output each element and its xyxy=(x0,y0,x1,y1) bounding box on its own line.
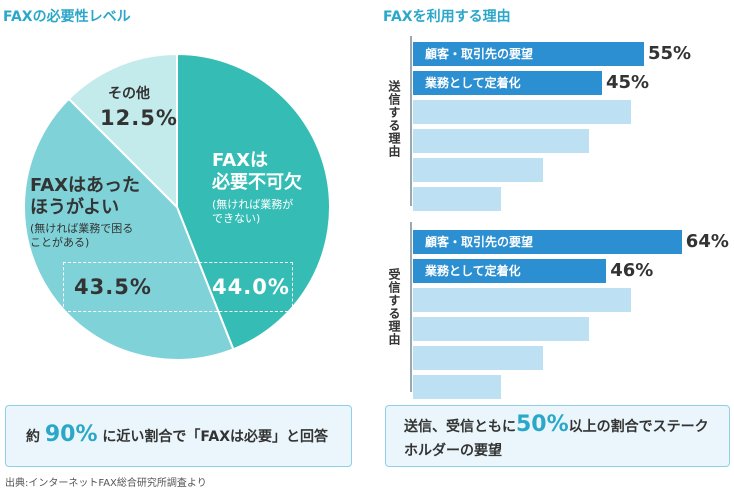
left-callout-highlight: 90% xyxy=(44,422,98,447)
source-note: 出典:インターネットFAX総合研究所調査より xyxy=(5,478,207,489)
send-axis-label: 送信する理由 xyxy=(387,80,401,158)
right-callout-line1-pre: 送信、受信ともに xyxy=(404,419,516,435)
better-sub-line1: (無ければ業務で困る xyxy=(30,222,134,235)
send-bar-1 xyxy=(413,71,602,95)
pie-chart-title: FAXの必要性レベル xyxy=(3,9,131,25)
pie-chart xyxy=(23,52,332,361)
send-bar-2 xyxy=(413,100,632,124)
essential-label-line1: FAXは xyxy=(212,150,269,171)
recv-bar-value-1: 46% xyxy=(610,260,654,281)
right-callout: 送信、受信ともに50%以上の割合でステーク ホルダーの要望 xyxy=(385,405,730,467)
pie-slice-better xyxy=(23,97,235,361)
send-bar-0 xyxy=(413,42,644,66)
better-label-line2: ほうがよい xyxy=(30,197,120,218)
send-bar-value-1: 45% xyxy=(606,72,650,93)
other-label: その他 xyxy=(108,86,150,102)
pie-slice-other xyxy=(67,52,178,210)
right-callout-line2: ホルダーの要望 xyxy=(404,443,502,459)
send-bar-label-0: 顧客・取引先の要望 xyxy=(425,47,534,61)
left-callout-pre: 約 xyxy=(26,429,40,445)
left-callout: 約 90% に近い割合で「FAXは必要」と回答 xyxy=(5,405,352,467)
left-callout-post: に近い割合で「FAXは必要」と回答 xyxy=(102,429,329,445)
recv-bar-label-1: 業務として定着化 xyxy=(425,264,521,278)
send-bar-3 xyxy=(413,129,590,153)
percent-highlight-box xyxy=(63,262,293,312)
recv-bar-1 xyxy=(413,259,607,283)
recv-bar-3 xyxy=(413,317,590,341)
other-percent: 12.5% xyxy=(100,106,178,130)
recv-bar-2 xyxy=(413,288,632,312)
essential-label-line2: 必要不可欠 xyxy=(212,172,302,193)
right-callout-line1-post: 以上の割合でステーク xyxy=(568,419,709,435)
recv-bar-0 xyxy=(413,230,682,254)
better-sub-line2: ことがある) xyxy=(30,236,90,249)
pie-slice-essential xyxy=(176,52,332,351)
send-bar-value-0: 55% xyxy=(648,43,692,64)
essential-percent: 44.0% xyxy=(212,275,290,299)
recv-axis-line xyxy=(410,222,412,392)
send-bar-label-1: 業務として定着化 xyxy=(425,76,521,90)
send-bar-5 xyxy=(413,187,502,211)
recv-bar-value-0: 64% xyxy=(685,231,729,252)
better-percent: 43.5% xyxy=(74,275,152,299)
recv-bar-label-0: 顧客・取引先の要望 xyxy=(425,235,534,249)
bar-chart-title: FAXを利用する理由 xyxy=(383,9,511,25)
essential-sub-line2: できない) xyxy=(212,212,261,225)
recv-bar-4 xyxy=(413,346,544,370)
essential-sub-line1: (無ければ業務が xyxy=(212,198,294,211)
recv-axis-label: 受信する理由 xyxy=(387,268,401,346)
recv-bar-5 xyxy=(413,375,502,399)
send-axis-line xyxy=(410,36,412,206)
better-label-line1: FAXはあった xyxy=(30,175,141,196)
right-callout-highlight: 50% xyxy=(516,412,569,437)
send-bar-4 xyxy=(413,158,544,182)
